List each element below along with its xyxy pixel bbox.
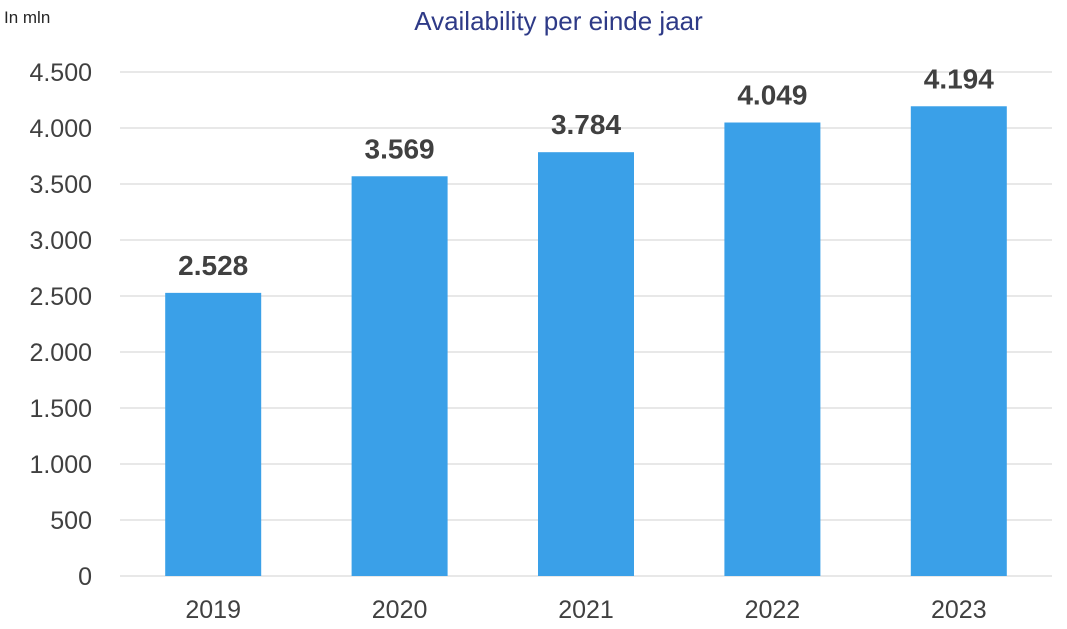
data-label-2022: 4.049 xyxy=(737,80,807,111)
x-axis-ticks: 2019 2020 2021 2022 2023 xyxy=(185,596,986,624)
data-label-2020: 3.569 xyxy=(365,133,435,164)
y-tick-label: 3.000 xyxy=(29,227,92,255)
y-tick-label: 4.000 xyxy=(29,115,92,143)
bar-2021 xyxy=(538,152,634,576)
unit-label: In mln xyxy=(4,8,51,27)
y-tick-label: 2.000 xyxy=(29,339,92,367)
y-tick-label: 1.500 xyxy=(29,395,92,423)
x-tick-label: 2023 xyxy=(931,596,987,624)
y-tick-label: 3.500 xyxy=(29,171,92,199)
bars xyxy=(165,106,1007,577)
data-label-2019: 2.528 xyxy=(178,250,248,281)
data-label-2023: 4.194 xyxy=(924,63,994,94)
y-tick-label: 0 xyxy=(78,563,92,591)
x-tick-label: 2022 xyxy=(745,596,801,624)
bar-2022 xyxy=(724,122,821,577)
data-label-2021: 3.784 xyxy=(551,109,621,140)
bar-2019 xyxy=(165,292,262,576)
y-tick-label: 1.000 xyxy=(29,451,92,479)
x-tick-label: 2019 xyxy=(185,596,241,624)
bar-2020 xyxy=(351,176,448,576)
bar-2023 xyxy=(910,106,1007,576)
x-tick-label: 2020 xyxy=(372,596,428,624)
x-tick-label: 2021 xyxy=(558,596,614,624)
data-labels: 2.528 3.569 3.784 4.049 4.194 xyxy=(178,63,994,281)
chart-title: Availability per einde jaar xyxy=(414,6,703,36)
y-tick-label: 2.500 xyxy=(29,283,92,311)
y-tick-label: 4.500 xyxy=(29,59,92,87)
y-tick-label: 500 xyxy=(50,507,92,535)
y-axis-ticks: 0 500 1.000 1.500 2.000 2.500 3.000 3.500 4.000 4… xyxy=(29,59,92,591)
